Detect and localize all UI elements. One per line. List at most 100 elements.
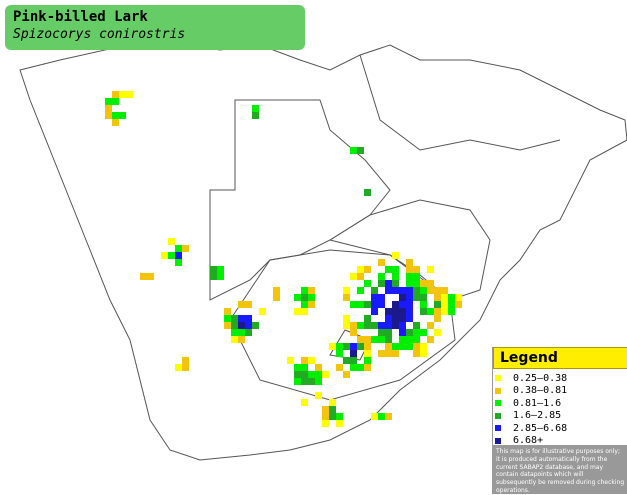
legend-swatch [495,412,501,419]
cell [434,287,441,294]
cell [385,343,392,350]
cell [231,315,238,322]
cell [336,350,343,357]
cell [350,350,357,357]
cell [434,308,441,315]
cell [217,273,224,280]
cell [119,91,126,98]
cell [371,287,378,294]
cell [112,112,119,119]
cell [413,294,420,301]
cell [392,315,399,322]
cell [399,329,406,336]
cell [343,287,350,294]
cell [385,413,392,420]
legend-title: Legend [493,347,627,369]
legend-item: 0.81–1.6 [495,397,627,410]
cell [434,301,441,308]
cell [231,329,238,336]
cell [378,413,385,420]
cell [350,301,357,308]
cell [245,329,252,336]
cell [413,336,420,343]
cell [385,329,392,336]
legend-item: 0.25–0.38 [495,372,627,385]
cell [406,343,413,350]
cell [224,322,231,329]
cell [385,280,392,287]
cell [112,98,119,105]
cell [357,147,364,154]
cell [308,357,315,364]
cell [364,301,371,308]
legend-label: 6.68+ [513,435,544,447]
cell [420,280,427,287]
cell [350,147,357,154]
cell [420,301,427,308]
cell [420,329,427,336]
cell [441,294,448,301]
cell [301,364,308,371]
cell [112,91,119,98]
cell [448,308,455,315]
legend-swatch [495,400,501,407]
cell [357,301,364,308]
cell [343,315,350,322]
cell [364,343,371,350]
cell [378,329,385,336]
cell [238,329,245,336]
cell [427,336,434,343]
cell [357,336,364,343]
cell [301,301,308,308]
cell [392,308,399,315]
cell [175,364,182,371]
cell [378,301,385,308]
cell [294,364,301,371]
cell [252,112,259,119]
cell [315,392,322,399]
cell [448,294,455,301]
cell [322,371,329,378]
cell [175,252,182,259]
cell [245,322,252,329]
cell [301,399,308,406]
cell [357,364,364,371]
cell [364,189,371,196]
cell [392,280,399,287]
cell [336,343,343,350]
cell [413,322,420,329]
cell [420,350,427,357]
legend-label: 0.25–0.38 [513,372,568,384]
legend-item: 1.6–2.85 [495,410,627,423]
cell [329,413,336,420]
cell [308,378,315,385]
legend-item: 2.85–6.68 [495,422,627,435]
cell [371,413,378,420]
cell [434,315,441,322]
cell [406,336,413,343]
cell [413,273,420,280]
legend: Legend 0.25–0.38 0.38–0.81 0.81–1.6 1.6–2.8… [492,347,627,494]
cell [301,294,308,301]
cell [455,294,462,301]
cell [420,294,427,301]
cell [385,350,392,357]
cell [371,308,378,315]
cell [238,315,245,322]
cell [406,273,413,280]
title-box: Pink-billed Lark Spizocorys conirostris [5,5,305,50]
cell [364,336,371,343]
cell [182,357,189,364]
cell [364,322,371,329]
cell [378,280,385,287]
cell [119,112,126,119]
cell [105,98,112,105]
distribution-cells [105,91,462,427]
cell [448,301,455,308]
cell [406,308,413,315]
cell [182,364,189,371]
cell [399,294,406,301]
cell [294,294,301,301]
